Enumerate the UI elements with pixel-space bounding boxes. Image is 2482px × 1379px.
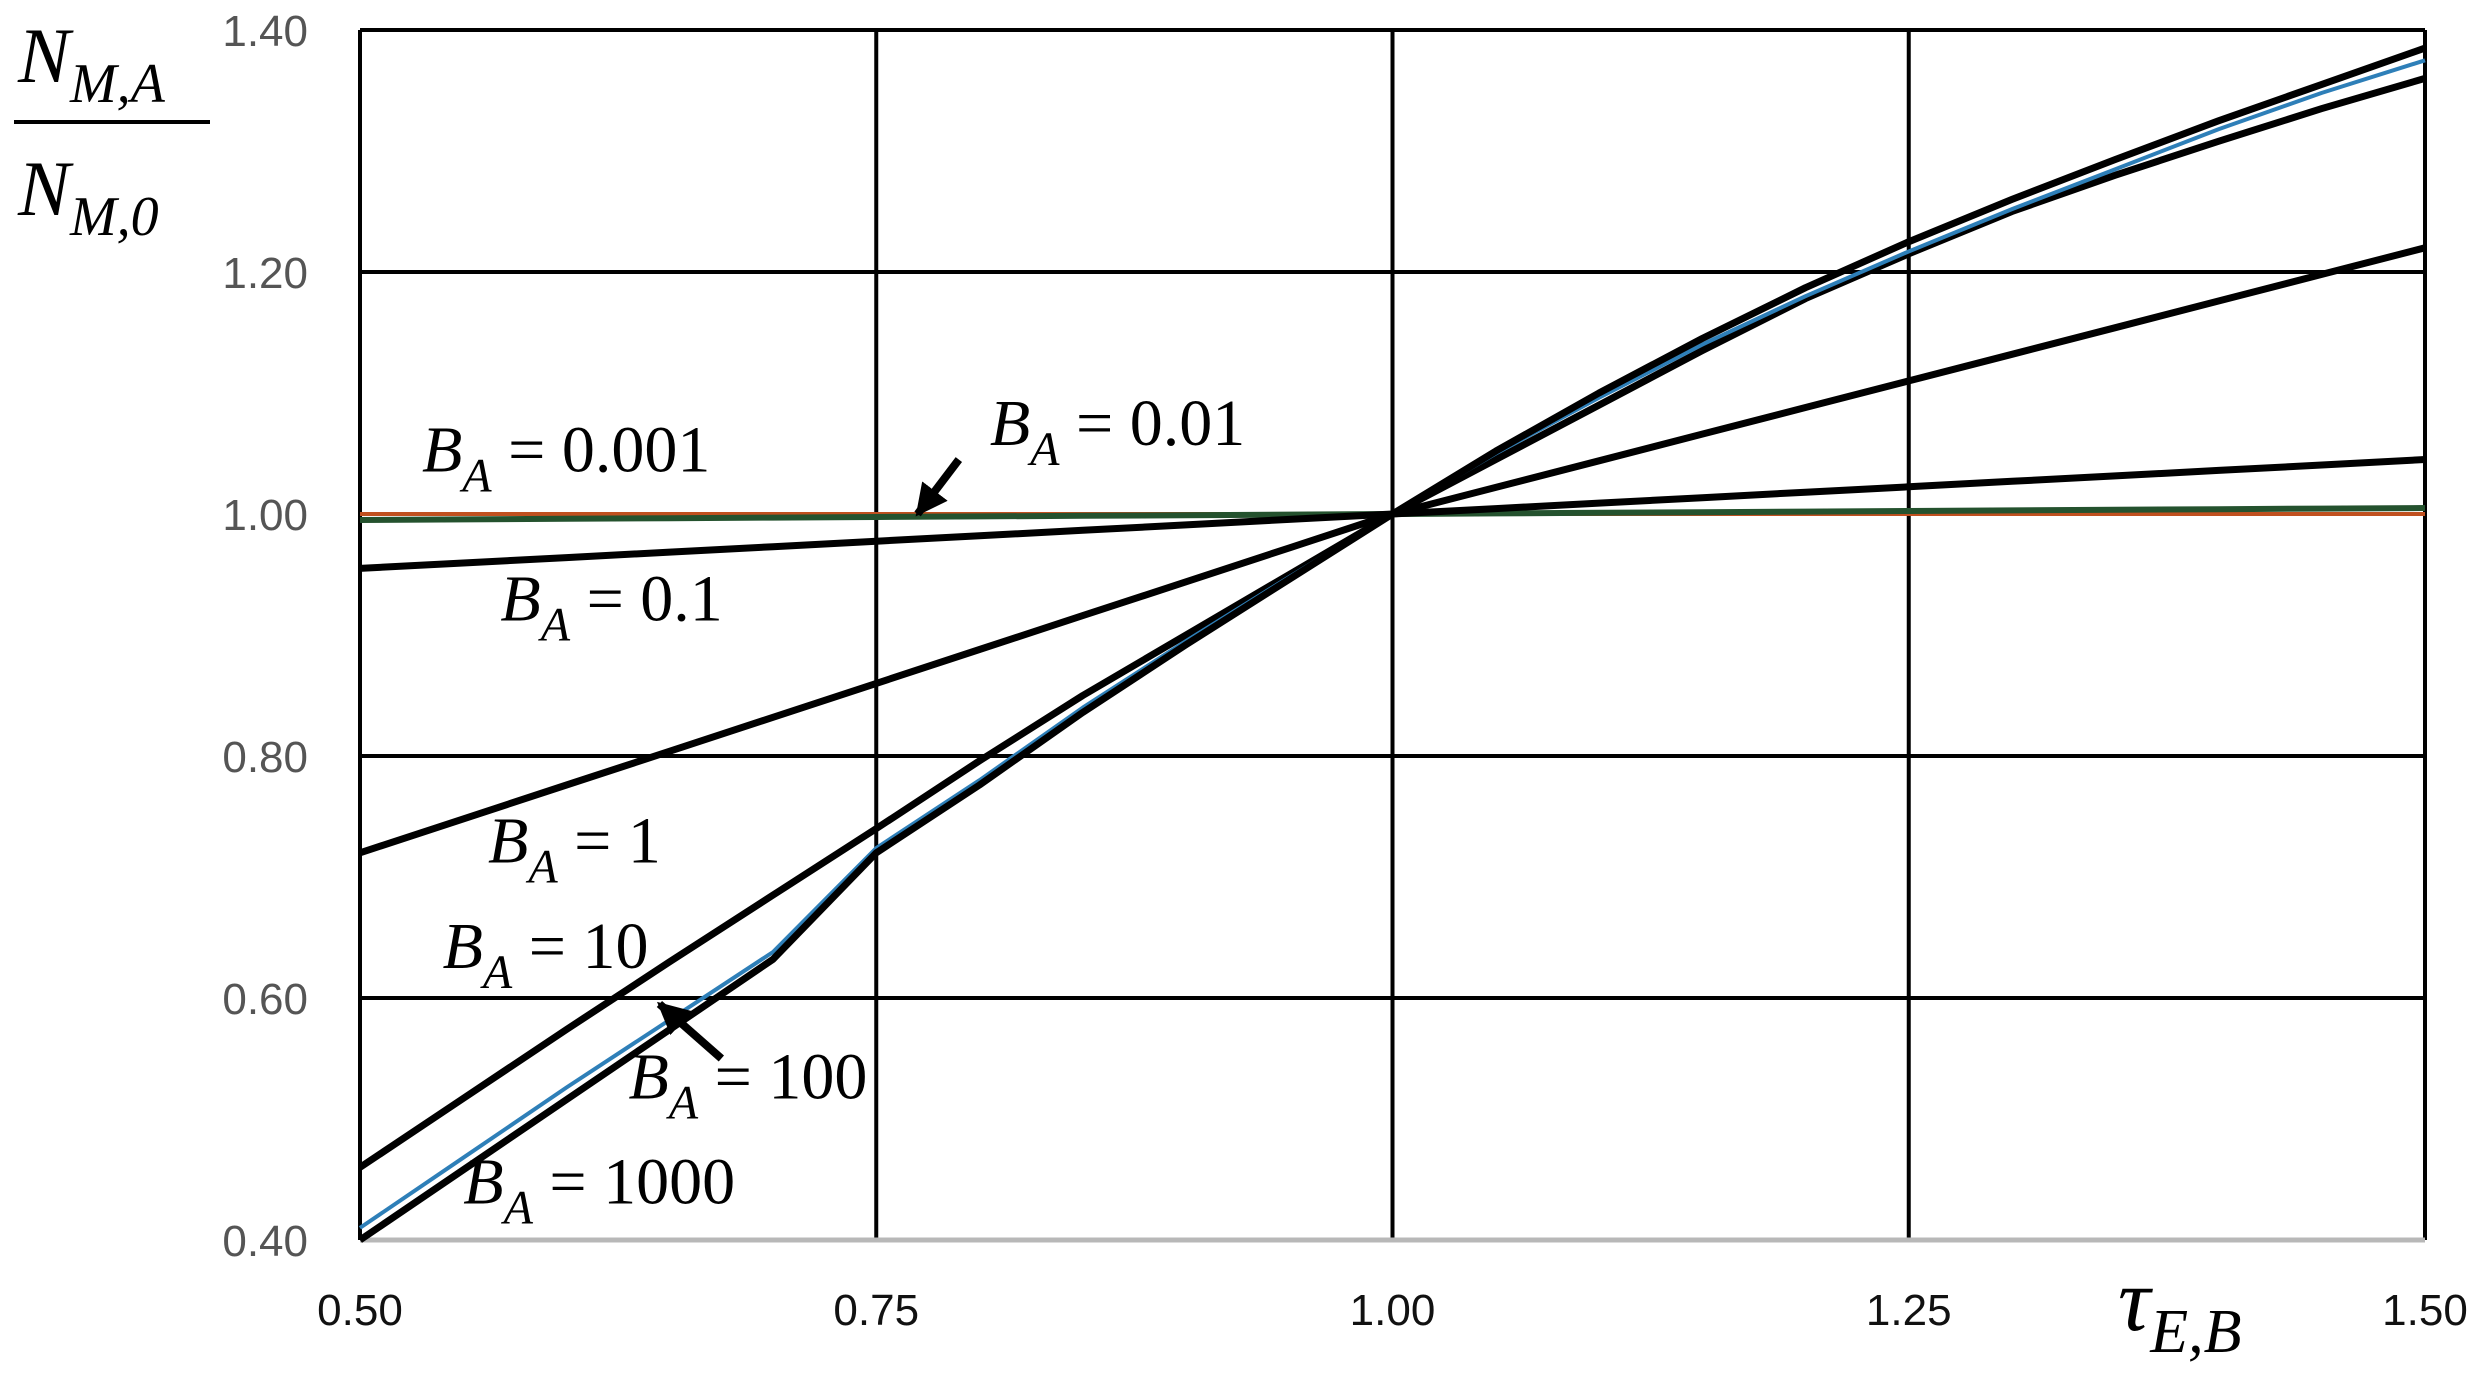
series-label-main: B xyxy=(488,804,528,877)
annotation-arrow-5 xyxy=(656,1001,725,1062)
x-axis-label: τE,B xyxy=(2118,1251,2241,1366)
series-line-6 xyxy=(358,44,2427,1243)
series-label-value: = 100 xyxy=(698,1040,867,1113)
y-tick-label: 1.00 xyxy=(222,491,308,540)
series-label-main: B xyxy=(628,1040,668,1113)
y-label-den-sub: M,0 xyxy=(69,186,159,248)
series-label-sub: A xyxy=(480,946,513,999)
series-label-main: B xyxy=(500,562,540,635)
series-label-3: BA = 1 xyxy=(488,804,661,893)
series-label-value: = 0.001 xyxy=(492,414,711,487)
series-label-value: = 1 xyxy=(558,804,661,877)
y-tick-label: 1.40 xyxy=(222,7,308,56)
x-tick-label: 1.00 xyxy=(1350,1286,1436,1335)
y-tick-label: 0.80 xyxy=(222,733,308,782)
series-label-value: = 0.01 xyxy=(1059,387,1245,460)
series-label-value: = 10 xyxy=(512,910,648,983)
x-label-sub: E,B xyxy=(2149,1298,2241,1366)
series-label-sub: A xyxy=(501,1182,534,1235)
series-label-1: BA = 0.01 xyxy=(990,387,1245,476)
series-label-sub: A xyxy=(459,450,492,503)
series-label-main: B xyxy=(422,414,462,487)
y-tick-label: 0.60 xyxy=(222,975,308,1024)
x-tick-label: 1.50 xyxy=(2382,1286,2468,1335)
series-label-main: B xyxy=(990,387,1030,460)
series-label-main: B xyxy=(443,910,483,983)
series-label-5: BA = 100 xyxy=(628,1040,867,1129)
y-label-num-main: N xyxy=(17,12,74,99)
series-label-6: BA = 1000 xyxy=(463,1146,735,1235)
series-label-0: BA = 0.001 xyxy=(422,414,710,503)
series-label-value: = 1000 xyxy=(533,1146,735,1219)
x-tick-label: 0.75 xyxy=(833,1286,919,1335)
series-label-2: BA = 0.1 xyxy=(500,562,722,651)
y-tick-label: 0.40 xyxy=(222,1217,308,1266)
y-label-den-main: N xyxy=(17,145,74,232)
series-label-4: BA = 10 xyxy=(443,910,649,999)
series-label-sub: A xyxy=(666,1076,699,1129)
series-label-main: B xyxy=(463,1146,503,1219)
y-tick-label: 1.20 xyxy=(222,249,308,298)
y-label-num-sub: M,A xyxy=(69,53,166,115)
series-label-sub: A xyxy=(1027,423,1060,476)
series-label-sub: A xyxy=(538,598,571,651)
x-tick-label: 1.25 xyxy=(1866,1286,1952,1335)
x-label-main: τ xyxy=(2118,1251,2153,1350)
series-label-value: = 0.1 xyxy=(570,562,723,635)
y-axis-label-denominator: NM,0 xyxy=(17,145,159,248)
annotation-arrow-1 xyxy=(914,457,963,517)
y-axis-label-numerator: NM,A xyxy=(17,12,166,115)
series-label-sub: A xyxy=(525,840,558,893)
x-tick-label: 0.50 xyxy=(317,1286,403,1335)
